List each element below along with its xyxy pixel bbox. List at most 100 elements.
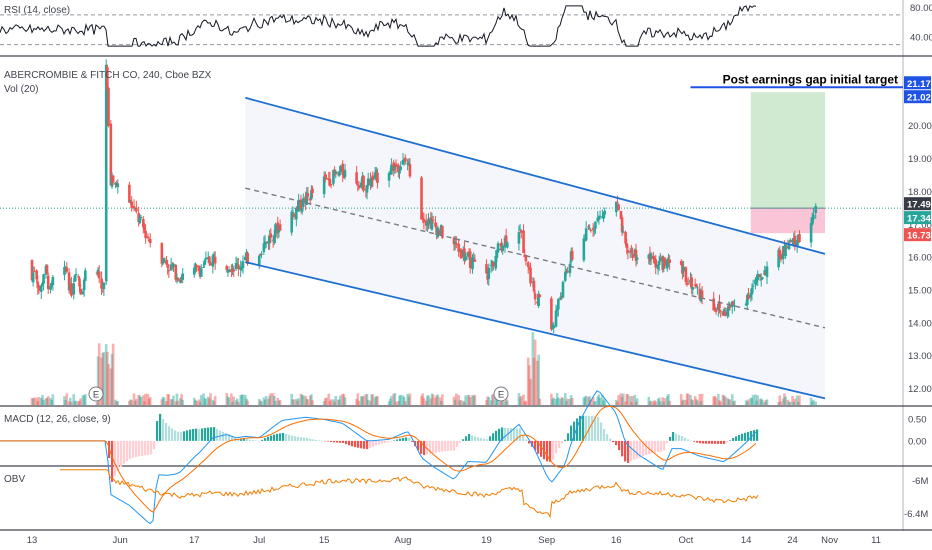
macd-histogram-bar — [111, 440, 114, 482]
volume-bar — [397, 401, 400, 405]
candle-body — [165, 260, 168, 265]
volume-bar — [39, 397, 43, 405]
volume-bar — [668, 400, 671, 405]
macd-histogram-bar — [228, 434, 231, 441]
macd-histogram-bar — [468, 434, 471, 441]
volume-bar — [486, 396, 489, 405]
macd-histogram-bar — [393, 440, 396, 441]
volume-bar — [264, 396, 268, 405]
candle-body — [616, 202, 619, 204]
candle-body — [496, 243, 500, 253]
candle-body — [162, 258, 166, 263]
candle-body — [529, 267, 532, 284]
price-tag — [904, 90, 931, 104]
volume-bar — [717, 393, 720, 405]
candle-body — [732, 302, 735, 305]
obv-tick: -6.4M — [904, 509, 928, 520]
macd-histogram-bar — [330, 440, 333, 442]
candle-body — [570, 250, 574, 260]
candle-body — [626, 249, 630, 253]
macd-histogram-bar — [471, 435, 474, 441]
volume-bar — [51, 394, 55, 405]
candle-body — [501, 245, 504, 251]
candle-body — [668, 259, 671, 263]
macd-histogram-bar — [645, 440, 648, 455]
candle-body — [624, 231, 627, 244]
macd-histogram-bar — [264, 438, 267, 441]
volume-bar — [392, 393, 396, 405]
volume-bar — [147, 398, 151, 405]
candle-body — [631, 253, 634, 259]
macd-histogram-bar — [408, 437, 411, 441]
volume-bar — [466, 395, 470, 405]
volume-bar — [561, 398, 565, 405]
candle-body — [559, 296, 562, 300]
volume-bar — [814, 401, 818, 405]
candle-body — [141, 218, 145, 228]
volume-bar — [495, 399, 499, 405]
macd-histogram-bar — [189, 429, 192, 441]
candle-body — [506, 242, 509, 248]
macd-histogram-bar — [540, 440, 543, 457]
volume-bar — [110, 354, 114, 405]
candle-body — [106, 67, 109, 89]
candle-body — [584, 228, 588, 241]
candle-body — [420, 177, 423, 220]
macd-histogram-bar — [441, 440, 444, 452]
macd-histogram-bar — [357, 440, 360, 448]
price-tag — [904, 228, 931, 242]
position-target-zone — [750, 92, 825, 209]
macd-histogram-bar — [480, 438, 483, 441]
volume-bar — [78, 400, 81, 405]
candle-body — [538, 294, 542, 298]
volume-bar — [306, 399, 310, 405]
volume-bar — [763, 401, 767, 405]
candle-body — [235, 263, 239, 265]
candle-body — [305, 192, 309, 205]
macd-histogram-bar — [504, 427, 507, 441]
candle-body — [657, 261, 661, 266]
candle-body — [132, 206, 136, 209]
candle-body — [691, 287, 695, 290]
macd-histogram-bar — [222, 431, 225, 441]
volume-bar — [617, 395, 620, 405]
macd-histogram-bar — [279, 433, 282, 441]
volume-bar — [624, 401, 627, 405]
candle-body — [795, 240, 799, 247]
volume-bar — [212, 401, 216, 405]
volume-bar — [310, 394, 313, 405]
obv-tick: -6M — [912, 476, 928, 487]
macd-histogram-bar — [129, 440, 132, 459]
candle-body — [746, 294, 749, 305]
volume-bar — [659, 401, 662, 405]
macd-histogram-bar — [609, 438, 612, 441]
rsi-label: RSI (14, close) — [4, 5, 70, 16]
y-tick-label: 13.00 — [908, 351, 932, 362]
y-tick-label: 15.00 — [908, 286, 932, 297]
macd-histogram-bar — [630, 440, 633, 462]
macd-histogram-bar — [276, 433, 279, 441]
candle-body — [463, 248, 466, 260]
volume-bar — [143, 401, 146, 405]
volume-bar — [36, 400, 40, 405]
candle-body — [209, 262, 212, 266]
candle-body — [299, 199, 303, 211]
candle-body — [176, 277, 180, 281]
macd-line — [0, 390, 757, 525]
candle-body — [260, 253, 263, 255]
earnings-marker — [493, 386, 509, 402]
volume-bar — [490, 394, 494, 405]
volume-bar — [130, 399, 134, 405]
volume-bar — [536, 360, 539, 405]
macd-histogram-bar — [333, 440, 336, 443]
volume-bar — [457, 395, 460, 405]
volume-bar — [246, 400, 249, 405]
x-tick-label: 11 — [871, 535, 881, 546]
macd-histogram-bar — [351, 440, 354, 447]
volume-bar — [764, 399, 768, 405]
volume-bar — [434, 397, 437, 405]
volume-bar — [531, 332, 535, 405]
volume-bar — [524, 400, 528, 405]
macd-histogram-bar — [657, 440, 660, 452]
